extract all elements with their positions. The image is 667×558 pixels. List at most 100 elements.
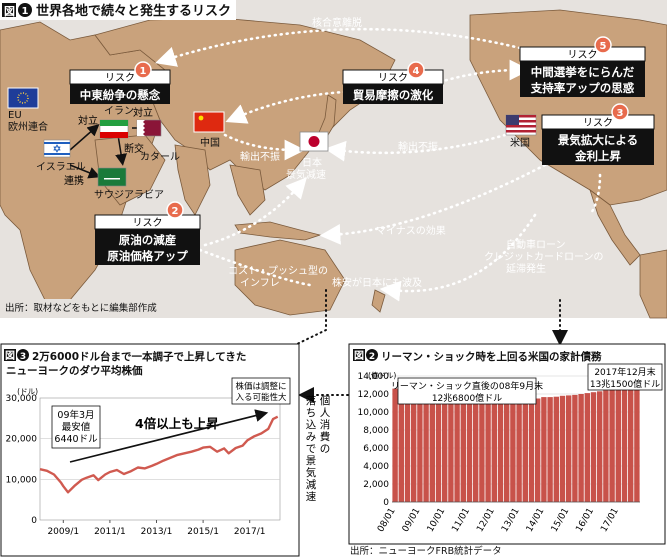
- figure2-badge-text: 図: [354, 350, 364, 362]
- label-break: 断交: [124, 142, 144, 155]
- mideast-arrows: [69, 122, 156, 179]
- risk-number: 3: [617, 108, 624, 119]
- debt-ytick-label: 2,000: [363, 480, 389, 490]
- label-china: 中国: [200, 136, 220, 149]
- map-flow-arrows: [155, 27, 602, 302]
- risk-label: リスク: [583, 117, 613, 129]
- dow-xtick-label: 2009/1: [47, 527, 79, 537]
- debt-bar: [603, 390, 609, 502]
- risk-label: リスク: [133, 217, 163, 229]
- debt-bar: [597, 391, 603, 502]
- label-iran: イラン: [104, 105, 134, 117]
- label-saudi: サウジアラビア: [94, 189, 164, 201]
- debt-bar: [559, 395, 566, 502]
- debt-annot-2017-box: [587, 363, 663, 391]
- dow-xtick-label: 2015/1: [187, 527, 219, 537]
- risk-text-bg: [70, 84, 170, 104]
- debt-ytick-label: 4,000: [363, 462, 389, 472]
- figure1-num: 1: [22, 6, 29, 17]
- label-rivalry2: 対立: [133, 106, 153, 119]
- figure2-source: 出所：ニューヨークFRB統計データ: [350, 545, 502, 557]
- risk-label: リスク: [378, 72, 408, 84]
- figure1-map: EU 欧州連合 イスラエル イラン カタール サウジアラビア 中国 米国 対立 対…: [0, 0, 667, 319]
- dow-chart: 0 10,000 20,000 30,000(ドル) 2009/1 2011/1 2013/…: [6, 377, 291, 537]
- flow-oil-jp: [203, 177, 307, 247]
- label-japan-slowdown: 日本景気減速: [286, 156, 326, 181]
- land-australia: [234, 239, 346, 316]
- risk-text-bg: [520, 61, 645, 97]
- debt-bar: [398, 387, 404, 502]
- figure1-title: 世界各地で続々と発生するリスク: [36, 3, 231, 19]
- figure3-title: 2万6000ドル台まで一本調子で上昇してきた ニューヨークのダウ平均株価: [6, 350, 250, 377]
- side-note-char: み: [306, 431, 317, 443]
- dow-ytick-label: 10,000: [6, 475, 38, 485]
- dow-annot-adjust: 株価は調整に入る可能性大: [235, 381, 287, 403]
- debt-bar: [454, 396, 460, 502]
- figure3-num-circle: [17, 349, 29, 361]
- flag-usa-icon: [505, 114, 537, 136]
- side-note-char: 速: [306, 491, 317, 503]
- side-note-char: 費: [320, 430, 331, 443]
- side-note-char: 個: [320, 394, 331, 407]
- figure1-num-circle: [18, 3, 32, 17]
- flow-us-jp2: [319, 163, 547, 245]
- flow-trade2: [438, 59, 531, 84]
- figure1-badge: [2, 3, 16, 17]
- dow-xtick-label: 2011/1: [94, 527, 126, 537]
- risk-label: リスク: [568, 49, 598, 61]
- label-export-slump-cn: 輸出不振: [240, 150, 280, 163]
- flow-cost: [198, 248, 312, 287]
- flag-iran-icon: [99, 119, 129, 139]
- debt-bar: [460, 397, 466, 502]
- dow-ytick-label: 0: [31, 516, 37, 526]
- figure2-num-circle: [366, 349, 378, 361]
- debt-annot-2008-box: [397, 377, 537, 405]
- debt-ytick-label: 8,000: [363, 426, 389, 436]
- debt-bar: [473, 398, 479, 502]
- risk-text-bg: [343, 84, 443, 104]
- debt-bar: [510, 399, 516, 502]
- debt-annot-2017: 2017年12月末 13兆1500億ドル: [590, 366, 660, 390]
- risk-number: 4: [413, 66, 420, 77]
- debt-bar: [504, 400, 510, 502]
- debt-bar: [411, 388, 417, 502]
- dow-ytick-label: 30,000: [6, 394, 38, 404]
- side-note-char: 人: [320, 407, 331, 419]
- dow-growth-arrow: [69, 409, 269, 463]
- figure2-num: 2: [369, 352, 375, 362]
- debt-bar: [621, 386, 628, 502]
- debt-bar: [392, 388, 398, 502]
- flag-china-icon: [193, 111, 225, 133]
- label-israel: イスラエル: [36, 161, 86, 173]
- risk-text: 中間選挙をにらんだ支持率アップの思惑: [530, 65, 635, 95]
- flow-cn-jp: [223, 133, 306, 161]
- debt-annot-2008: リーマン・ショック直後の08年9月末 12兆6800億ドル: [391, 380, 543, 404]
- dow-line: [39, 415, 279, 494]
- dow-xtick-label: 2013/1: [141, 527, 173, 537]
- debt-bar: [404, 387, 411, 502]
- side-note-char: ち: [306, 407, 317, 419]
- risk-number: 5: [600, 41, 607, 52]
- debt-bar: [466, 397, 473, 502]
- figure3-badge: [4, 349, 16, 361]
- risk-number-badge: [407, 61, 425, 79]
- land-indonesia: [234, 221, 322, 241]
- figure3: 図 3 2万6000ドル台まで一本調子で上昇してきた ニューヨークのダウ平均株価…: [0, 343, 300, 557]
- debt-bar: [634, 383, 640, 502]
- debt-bar: [479, 398, 485, 502]
- dow-annot-low: 09年3月最安値 6440ドル: [54, 409, 98, 445]
- risk-number-badge: [134, 61, 152, 79]
- flag-eu-icon: [7, 87, 39, 109]
- flag-qatar-icon: [136, 119, 162, 137]
- arrow-alliance: [69, 164, 101, 179]
- debt-ytick-label: 6,000: [363, 444, 389, 454]
- debt-bar: [615, 387, 621, 502]
- debt-bar: [547, 397, 553, 502]
- debt-bar: [435, 394, 442, 502]
- side-note-char: 消: [320, 418, 331, 431]
- arrow-rivalry: [69, 124, 100, 151]
